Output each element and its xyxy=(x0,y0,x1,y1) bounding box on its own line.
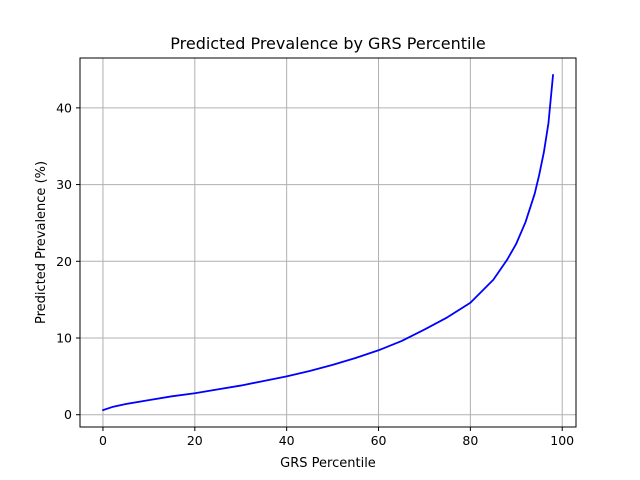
y-tick-label: 10 xyxy=(56,331,72,346)
chart-title: Predicted Prevalence by GRS Percentile xyxy=(170,34,485,53)
axis-ticks: 0 20 40 60 80 100 0 10 20 30 40 xyxy=(56,100,574,448)
x-tick-label: 100 xyxy=(550,433,574,448)
prevalence-series-line xyxy=(102,73,554,412)
series-group xyxy=(102,73,554,412)
grid-lines xyxy=(80,58,576,427)
y-tick-label: 30 xyxy=(56,177,72,192)
x-tick-label: 60 xyxy=(371,433,387,448)
y-tick-label: 20 xyxy=(56,254,72,269)
y-tick-label: 0 xyxy=(64,407,72,422)
x-axis-label: GRS Percentile xyxy=(280,456,376,471)
x-tick-label: 0 xyxy=(99,433,107,448)
y-axis-label: Predicted Prevalence (%) xyxy=(34,161,49,324)
x-tick-label: 40 xyxy=(279,433,295,448)
x-tick-label: 20 xyxy=(187,433,203,448)
y-tick-label: 40 xyxy=(56,100,72,115)
x-tick-label: 80 xyxy=(462,433,478,448)
plot-frame xyxy=(79,57,577,428)
